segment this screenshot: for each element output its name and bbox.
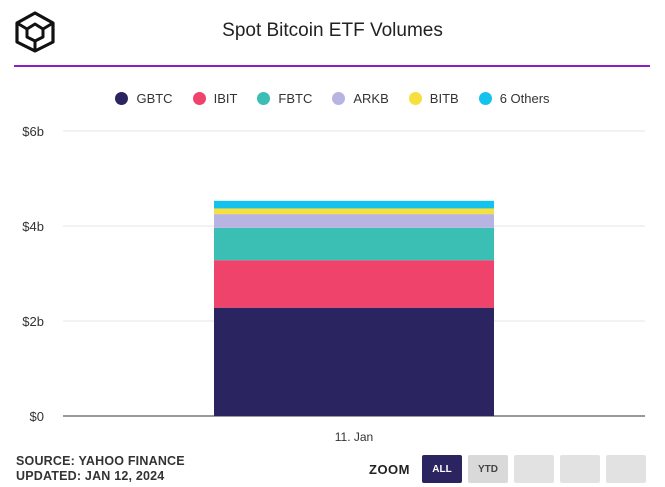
legend-swatch: [408, 92, 422, 105]
zoom-button-3[interactable]: [514, 455, 554, 483]
legend-label: 6 Others: [499, 91, 550, 106]
zoom-controls: ZOOM ALL YTD: [369, 455, 646, 483]
chart-title: Spot Bitcoin ETF Volumes: [222, 20, 443, 41]
bar-segment-ibit: [214, 260, 494, 308]
legend-item-gbtc[interactable]: GBTC: [115, 91, 173, 106]
bar-segment-fbtc: [214, 227, 494, 261]
zoom-button-4[interactable]: [560, 455, 600, 483]
zoom-all-button[interactable]: ALL: [422, 455, 462, 483]
title-divider: [14, 65, 650, 67]
legend-swatch: [192, 92, 206, 105]
legend-item-fbtc[interactable]: FBTC: [257, 91, 312, 106]
bar-segment-gbtc: [214, 307, 494, 416]
header: Spot Bitcoin ETF Volumes: [0, 0, 665, 66]
bar-segment-arkb: [214, 214, 494, 228]
legend-label: FBTC: [278, 91, 313, 106]
zoom-button-5[interactable]: [606, 455, 646, 483]
legend-label: ARKB: [353, 91, 389, 106]
legend-item-ibit[interactable]: IBIT: [192, 91, 238, 106]
legend-swatch: [332, 92, 346, 105]
legend-item-6-others[interactable]: 6 Others: [478, 91, 550, 106]
legend-label: GBTC: [136, 91, 173, 106]
chart-area: $0 $2b $4b $6b 11. Jan: [22, 124, 645, 444]
y-tick-label: $2b: [22, 314, 44, 329]
source-note: SOURCE: YAHOO FINANCE UPDATED: JAN 12, 2…: [16, 454, 185, 484]
y-tick-label: $6b: [22, 124, 44, 139]
zoom-ytd-button[interactable]: YTD: [468, 455, 508, 483]
legend-item-bitb[interactable]: BITB: [408, 91, 459, 106]
legend-label: IBIT: [213, 91, 238, 106]
y-tick-label: $0: [30, 409, 44, 424]
source-text: SOURCE: YAHOO FINANCE: [16, 454, 185, 468]
legend: GBTC IBIT FBTC ARKB BITB 6 Others: [0, 91, 665, 106]
updated-text: UPDATED: JAN 12, 2024: [16, 469, 165, 483]
legend-swatch: [257, 92, 271, 105]
legend-label: BITB: [429, 91, 459, 106]
bar-segment-6-others: [214, 200, 494, 209]
y-tick-label: $4b: [22, 219, 44, 234]
cube-logo-icon: [15, 11, 55, 53]
legend-item-arkb[interactable]: ARKB: [332, 91, 389, 106]
legend-swatch: [478, 92, 492, 105]
zoom-label: ZOOM: [369, 461, 410, 477]
x-tick-label: 11. Jan: [335, 430, 373, 444]
bar-segment-bitb: [214, 208, 494, 215]
legend-swatch: [115, 92, 129, 105]
